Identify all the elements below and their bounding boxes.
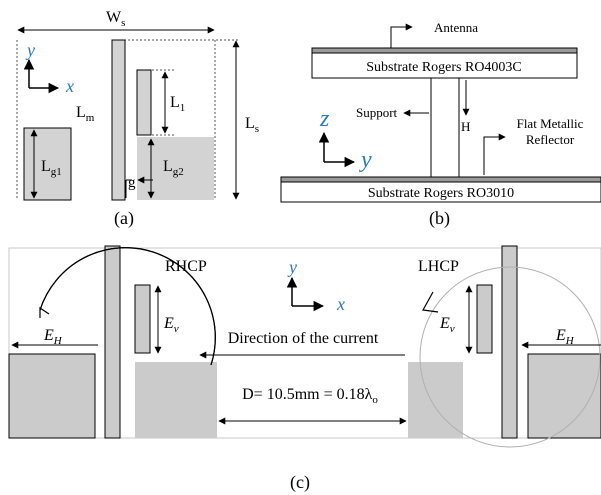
bottom-substrate <box>280 181 601 203</box>
gap-label: g <box>128 175 136 191</box>
caption-c: (c) <box>290 472 310 493</box>
left-ground-lg2 <box>135 362 217 438</box>
bottom-substrate-label: Substrate Rogers RO3010 <box>368 186 514 201</box>
center-strip-lm <box>111 39 126 201</box>
antenna-layer <box>311 47 578 54</box>
axis-z-label: z <box>319 106 330 132</box>
right-center-strip <box>501 245 518 439</box>
lg2-label: Lg2 <box>163 158 184 178</box>
ev-left-label: Ev <box>163 315 179 335</box>
support-label: Support <box>356 105 398 120</box>
axis-y-label-c: y <box>287 257 297 277</box>
left-ground-lg1 <box>8 353 96 439</box>
antenna-label: Antenna <box>434 20 478 35</box>
top-substrate-label: Substrate Rogers RO4003C <box>366 60 522 75</box>
eh-left-label: EH <box>43 327 63 347</box>
reflector-arrow <box>483 133 506 175</box>
axis-x-label-c: x <box>336 294 345 314</box>
lg1-label: Lg1 <box>41 158 62 178</box>
l1-label: L1 <box>170 94 185 114</box>
right-ground-lg1 <box>527 353 601 439</box>
distance-label: D= 10.5mm = 0.18λo <box>242 386 378 406</box>
lhcp-label: LHCP <box>418 258 459 275</box>
axis-y-label-b: y <box>359 147 372 173</box>
panel-c: EH Ev Ev EH RHCP LHCP y x Direction of t… <box>8 245 601 493</box>
ws-label: Ws <box>106 9 125 29</box>
caption-a: (a) <box>114 208 134 229</box>
height-label: H <box>461 119 470 134</box>
caption-b: (b) <box>429 208 450 229</box>
ls-label: Ls <box>245 115 259 135</box>
left-strip-l1 <box>134 284 151 354</box>
left-center-strip <box>104 245 121 439</box>
lhcp-circle <box>419 266 601 448</box>
reflector-label-line1: Flat Metallic <box>517 116 584 131</box>
current-direction-label: Direction of the current <box>228 330 379 347</box>
lhcp-rotation-arrowhead <box>422 291 439 313</box>
panel-b: Substrate Rogers RO4003C Antenna Support… <box>280 20 601 229</box>
axis-y-label: y <box>25 40 35 60</box>
rhcp-rotation-arrowhead <box>39 306 50 318</box>
right-strip-l1 <box>476 284 493 354</box>
antenna-arrow <box>390 23 413 48</box>
support-block <box>430 77 460 178</box>
rhcp-circle-closing <box>39 247 216 366</box>
rhcp-label: RHCP <box>165 258 207 275</box>
eh-right-label: EH <box>555 327 575 347</box>
panel-a: Ws Ls y x Lm L1 Lg1 Lg2 g (a) <box>16 9 259 229</box>
reflector-layer <box>280 176 601 183</box>
axis-x-label: x <box>65 76 74 96</box>
strip-l1 <box>136 69 152 136</box>
ev-right-label: Ev <box>439 315 455 335</box>
lm-label: Lm <box>76 104 95 124</box>
reflector-label-line2: Reflector <box>526 132 575 147</box>
right-ground-lg2 <box>408 362 463 438</box>
